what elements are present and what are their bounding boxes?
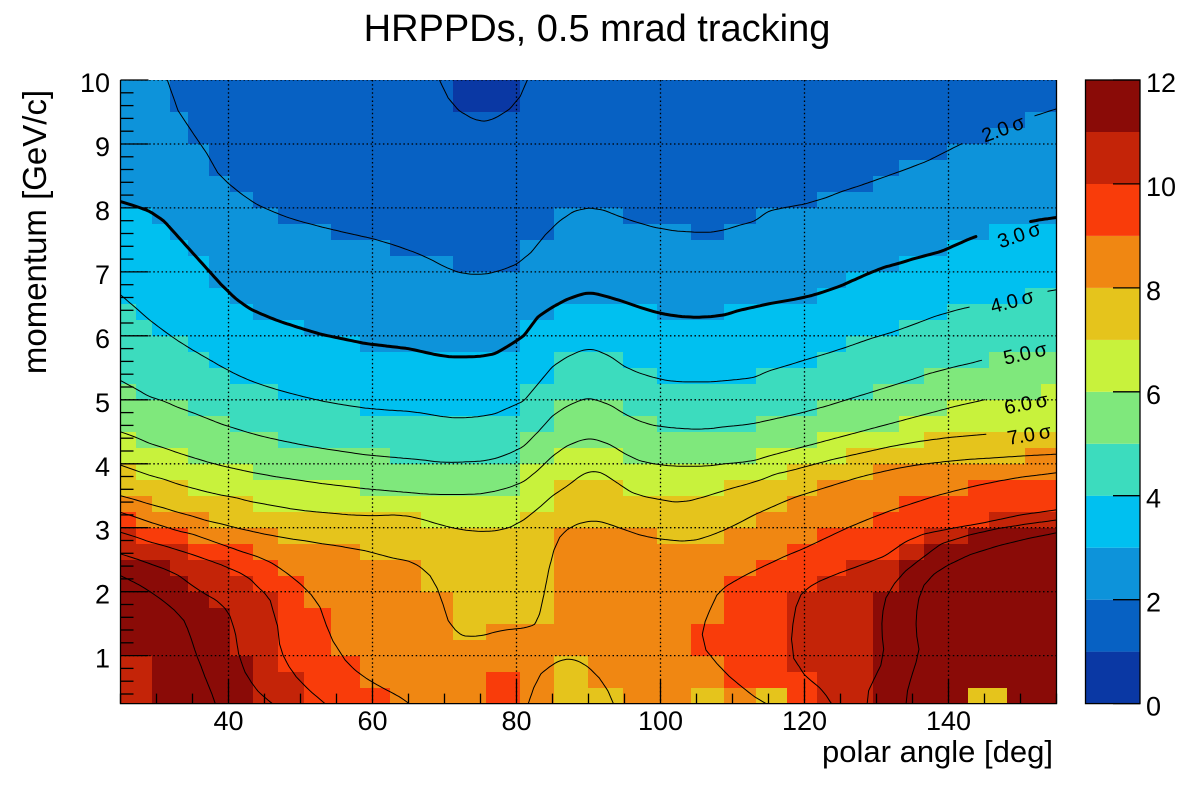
svg-text:10: 10 [80,68,110,98]
svg-text:40: 40 [213,706,243,736]
svg-text:polar angle [deg]: polar angle [deg] [822,734,1053,769]
svg-text:0: 0 [1146,692,1161,722]
svg-text:10: 10 [1146,172,1176,202]
svg-text:momentum [GeV/c]: momentum [GeV/c] [16,90,53,374]
svg-text:4: 4 [95,452,110,482]
svg-text:2: 2 [1146,588,1161,618]
svg-text:6.0: 6.0 [1003,392,1034,419]
svg-text:5: 5 [95,388,110,418]
svg-text:140: 140 [926,706,971,736]
svg-text:60: 60 [357,706,387,736]
svg-text:3: 3 [95,516,110,546]
svg-text:8: 8 [95,196,110,226]
svg-text:2: 2 [95,580,110,610]
svg-text:6: 6 [95,324,110,354]
svg-text:σ: σ [1034,389,1051,413]
svg-text:12: 12 [1146,68,1176,98]
svg-text:4: 4 [1146,484,1161,514]
svg-text:80: 80 [501,706,531,736]
svg-text:7: 7 [95,260,110,290]
svg-text:7.0: 7.0 [1006,423,1037,449]
svg-text:σ: σ [1032,338,1050,362]
svg-text:σ: σ [1037,420,1054,444]
svg-text:6: 6 [1146,380,1161,410]
svg-text:120: 120 [782,706,827,736]
svg-text:9: 9 [95,132,110,162]
svg-text:HRPPDs, 0.5 mrad tracking: HRPPDs, 0.5 mrad tracking [364,8,831,50]
svg-text:1: 1 [95,644,110,674]
svg-text:8: 8 [1146,276,1161,306]
svg-text:100: 100 [638,706,683,736]
